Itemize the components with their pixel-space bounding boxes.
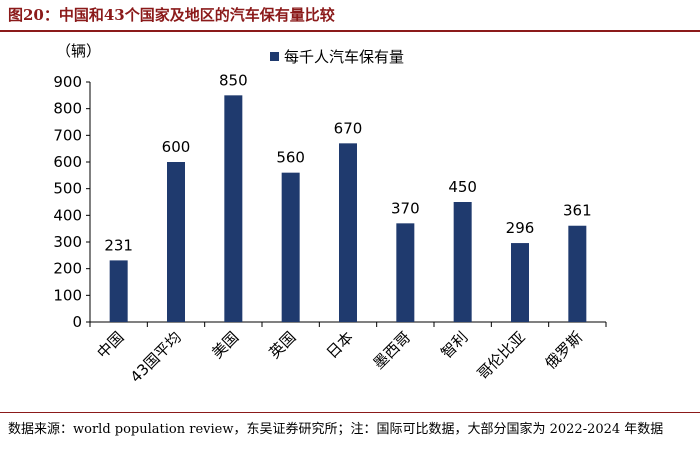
data-label: 850: [219, 71, 248, 89]
data-label: 450: [448, 178, 477, 196]
footer-divider: [0, 412, 700, 413]
y-tick-label: 0: [72, 313, 82, 331]
bar: [453, 202, 472, 322]
data-label: 231: [104, 236, 133, 254]
x-tick-label: 中国: [94, 328, 128, 362]
legend: 每千人汽车保有量: [270, 48, 404, 66]
data-label: 600: [162, 138, 191, 156]
bar: [281, 172, 300, 322]
bar: [167, 162, 185, 322]
x-tick-label: 哥伦比亚: [474, 328, 529, 383]
title-bar: 图20：中国和43个国家及地区的汽车保有量比较: [0, 0, 700, 32]
bar: [568, 225, 587, 322]
bar: [396, 223, 415, 322]
data-label: 370: [391, 199, 420, 217]
y-axis-label: （辆）: [56, 42, 101, 60]
y-tick-label: 600: [53, 153, 82, 171]
bar: [109, 260, 128, 322]
y-tick-label: 800: [53, 100, 82, 118]
y-tick-label: 500: [53, 180, 82, 198]
data-label: 560: [276, 149, 305, 167]
x-tick-label: 俄罗斯: [542, 328, 587, 373]
figure-title: 图20：中国和43个国家及地区的汽车保有量比较: [8, 6, 335, 24]
y-tick-label: 700: [53, 126, 82, 144]
x-tick-label: 智利: [438, 328, 472, 362]
bar: [511, 243, 529, 322]
data-label: 361: [563, 202, 592, 220]
y-tick-label: 200: [53, 260, 82, 278]
y-tick-label: 300: [53, 233, 82, 251]
legend-label: 每千人汽车保有量: [284, 48, 404, 66]
y-tick-label: 900: [53, 73, 82, 91]
x-tick-label: 英国: [266, 328, 300, 362]
bar-chart: （辆） 每千人汽车保有量 0 100 200 300 400 500 600 700 800 90…: [53, 42, 607, 386]
x-tick-label: 43国平均: [127, 328, 185, 386]
y-tick-label: 400: [53, 206, 82, 224]
bar: [224, 95, 243, 322]
x-tick-label: 日本: [323, 328, 357, 362]
bar: [339, 143, 357, 322]
x-tick-label: 墨西哥: [370, 328, 415, 373]
bars: 231 600 850 560 670 370 450 296 361: [104, 71, 592, 322]
data-label: 296: [506, 219, 535, 237]
legend-swatch: [270, 52, 279, 61]
source-note: 数据来源：world population review，东吴证券研究所；注：国…: [8, 422, 664, 437]
y-tick-label: 100: [53, 286, 82, 304]
data-label: 670: [334, 119, 363, 137]
x-tick-label: 美国: [208, 328, 242, 362]
